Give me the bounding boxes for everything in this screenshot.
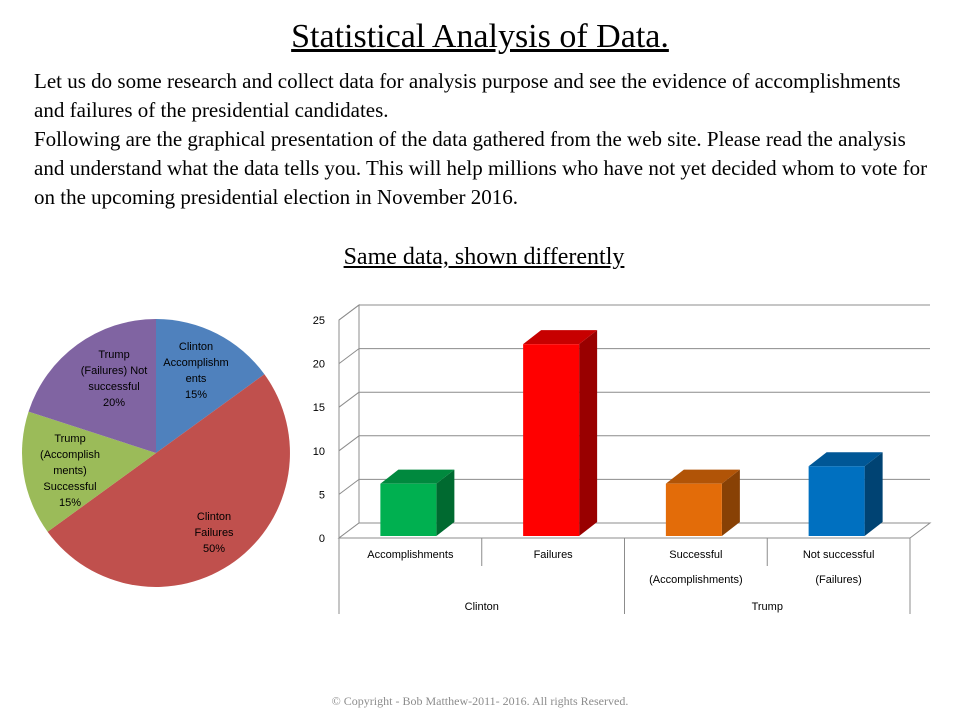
y-tick-label: 5 — [319, 489, 325, 501]
bar-chart-3d: 0 5 10 15 20 25 Accomplishments Failures Success… — [313, 304, 932, 614]
pie-slice-label: Clinton Failures 50% — [194, 511, 234, 555]
bar — [665, 483, 722, 536]
chart-section-title: Same data, shown differently — [343, 244, 625, 270]
pie-chart: Clinton Accomplishm ents 15% Clinton Failures… — [21, 319, 290, 587]
x-tick-label: Not successful (Failures) — [803, 549, 875, 586]
bar — [808, 466, 865, 536]
pie-slice — [28, 319, 156, 453]
bar-side — [864, 452, 883, 536]
x-group-label: Clinton — [465, 601, 499, 613]
pie-slice-label: Trump (Failures) Not successful 20% — [81, 349, 148, 409]
y-tick-label: 25 — [313, 315, 325, 327]
y-tick-label: 15 — [313, 402, 325, 414]
pie-slice — [47, 374, 290, 587]
chart-side-wall — [338, 304, 360, 539]
bar — [380, 483, 437, 536]
gridline-diagonal — [338, 348, 360, 365]
bar-side — [436, 469, 455, 536]
x-tick-label: Successful (Accomplishments) — [649, 549, 743, 586]
x-group-label: Trump — [752, 601, 783, 613]
bar-top — [808, 452, 883, 467]
page-title: Statistical Analysis of Data. — [291, 18, 669, 55]
bar-top — [523, 330, 598, 345]
y-tick-label: 0 — [319, 533, 325, 545]
pie-slice-label: Trump (Accomplish ments) Successful 15% — [40, 433, 100, 509]
intro-paragraph-1: Let us do some research and collect data… — [34, 69, 901, 122]
bar — [523, 344, 580, 536]
pie-slice — [156, 319, 265, 453]
y-tick-label: 20 — [313, 359, 325, 371]
x-tick-label: Accomplishments — [367, 549, 454, 561]
bar-top — [665, 469, 740, 484]
y-tick-label: 10 — [313, 446, 325, 458]
bar-side — [579, 330, 598, 536]
x-tick-label: Failures — [534, 549, 574, 561]
gridline-diagonal — [338, 391, 360, 408]
copyright-notice: © Copyright - Bob Matthew-2011- 2016. Al… — [331, 694, 629, 708]
pie-slice — [21, 411, 156, 532]
bar-top — [380, 469, 455, 484]
pie-slice-label: Clinton Accomplishm ents 15% — [163, 341, 228, 401]
gridline-diagonal — [338, 478, 360, 495]
gridline-diagonal — [338, 435, 360, 452]
intro-text: Let us do some research and collect data… — [34, 67, 934, 212]
bar-side — [721, 469, 740, 536]
gridline-diagonal — [338, 304, 360, 321]
intro-paragraph-2: Following are the graphical presentation… — [34, 127, 928, 209]
